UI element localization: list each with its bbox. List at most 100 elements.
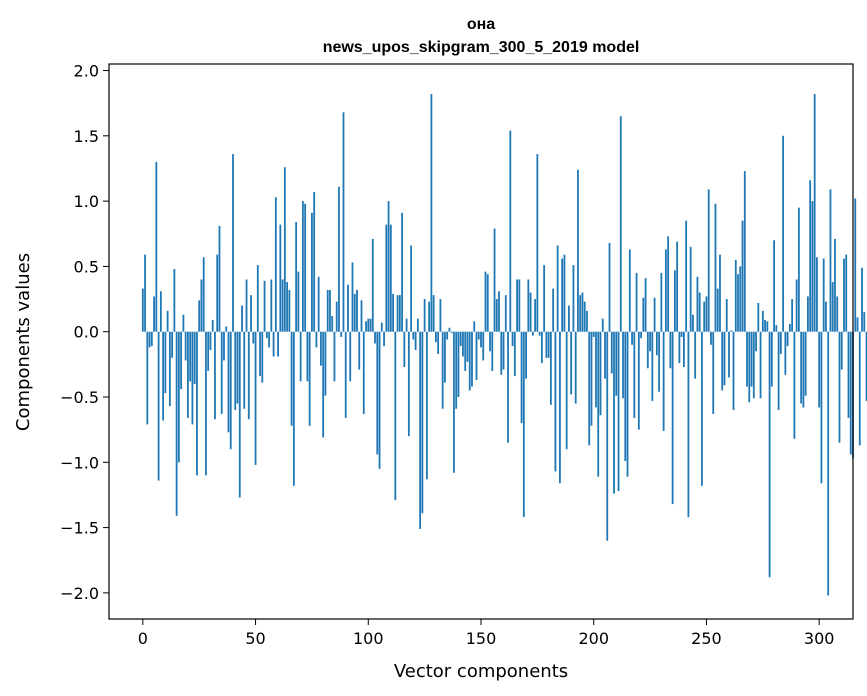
- bar-25: [198, 300, 201, 332]
- bar-296: [809, 180, 812, 332]
- y-tick-label-2: −1.0: [60, 453, 99, 472]
- bar-270: [750, 331, 753, 387]
- bar-38: [227, 331, 230, 433]
- bar-93: [351, 262, 354, 332]
- bar-143: [464, 331, 467, 371]
- bar-80: [322, 331, 325, 438]
- bar-292: [800, 331, 803, 404]
- bar-189: [568, 305, 570, 332]
- bar-308: [836, 296, 839, 332]
- bar-92: [349, 331, 352, 382]
- bar-71: [301, 201, 304, 332]
- bar-209: [613, 331, 615, 494]
- bar-102: [371, 238, 374, 332]
- bar-141: [459, 331, 462, 347]
- bar-24: [196, 331, 198, 476]
- bar-200: [592, 331, 595, 337]
- bar-187: [563, 254, 566, 332]
- bar-15: [175, 331, 178, 516]
- bar-78: [317, 276, 320, 332]
- bar-207: [608, 242, 611, 332]
- bar-254: [714, 203, 717, 332]
- bar-139: [455, 331, 458, 409]
- bar-277: [766, 321, 769, 332]
- bar-217: [631, 331, 633, 345]
- bar-109: [387, 201, 390, 332]
- bar-146: [471, 331, 473, 387]
- chart-title: она: [467, 16, 495, 33]
- bar-67: [292, 331, 295, 486]
- bar-288: [791, 299, 794, 332]
- bar-120: [412, 331, 415, 340]
- bar-316: [854, 198, 857, 332]
- bar-83: [329, 289, 331, 332]
- bar-180: [547, 331, 550, 358]
- bar-250: [705, 296, 708, 332]
- bar-10: [164, 331, 167, 394]
- bar-248: [701, 331, 703, 486]
- bar-21: [189, 331, 192, 382]
- bar-267: [743, 171, 746, 332]
- bar-1: [144, 254, 146, 332]
- bar-52: [259, 331, 261, 377]
- y-tick-label-6: 1.0: [74, 192, 99, 211]
- bar-218: [633, 331, 636, 418]
- bar-29: [207, 331, 210, 371]
- bar-205: [604, 331, 606, 379]
- bar-31: [211, 319, 214, 332]
- bar-201: [595, 331, 597, 408]
- bar-305: [829, 189, 832, 332]
- bar-253: [712, 331, 715, 414]
- bar-175: [536, 154, 539, 332]
- bar-157: [495, 299, 498, 332]
- bar-130: [435, 331, 437, 343]
- bar-90: [344, 331, 347, 418]
- bar-22: [191, 331, 194, 425]
- x-tick-label-200: 200: [578, 629, 609, 648]
- bar-49: [252, 331, 255, 344]
- bar-125: [423, 299, 426, 332]
- bar-184: [556, 245, 559, 332]
- bar-97: [360, 300, 363, 332]
- bar-179: [545, 331, 548, 358]
- x-tick-label-150: 150: [466, 629, 497, 648]
- bar-69: [297, 271, 300, 332]
- bar-138: [453, 331, 455, 473]
- bar-307: [834, 238, 836, 332]
- bar-272: [755, 331, 757, 352]
- bar-268: [746, 331, 748, 387]
- bar-213: [622, 331, 624, 399]
- bar-161: [504, 295, 507, 332]
- bar-293: [802, 331, 805, 408]
- bar-159: [500, 331, 503, 375]
- y-tick-label-8: 2.0: [74, 62, 99, 81]
- bar-212: [619, 116, 622, 332]
- bar-228: [655, 331, 658, 356]
- bar-164: [511, 331, 514, 347]
- bar-64: [286, 282, 289, 332]
- bar-39: [229, 331, 232, 450]
- bar-70: [299, 331, 302, 382]
- bar-5: [153, 296, 155, 332]
- bar-195: [581, 292, 584, 332]
- bar-245: [694, 331, 697, 379]
- bar-106: [380, 322, 383, 332]
- bar-237: [676, 241, 679, 332]
- bar-12: [168, 331, 171, 407]
- bar-310: [840, 331, 843, 370]
- bar-319: [861, 267, 863, 332]
- bar-19: [184, 331, 187, 361]
- bar-219: [635, 272, 638, 332]
- bar-41: [234, 331, 237, 411]
- bar-287: [788, 323, 791, 332]
- bar-123: [419, 331, 422, 529]
- y-tick-label-0: −2.0: [60, 584, 99, 603]
- bar-318: [858, 331, 861, 446]
- bar-135: [446, 331, 449, 340]
- bar-37: [225, 326, 228, 332]
- bar-57: [270, 279, 273, 332]
- bar-170: [525, 331, 527, 379]
- bar-43: [238, 331, 241, 498]
- bar-188: [565, 331, 568, 450]
